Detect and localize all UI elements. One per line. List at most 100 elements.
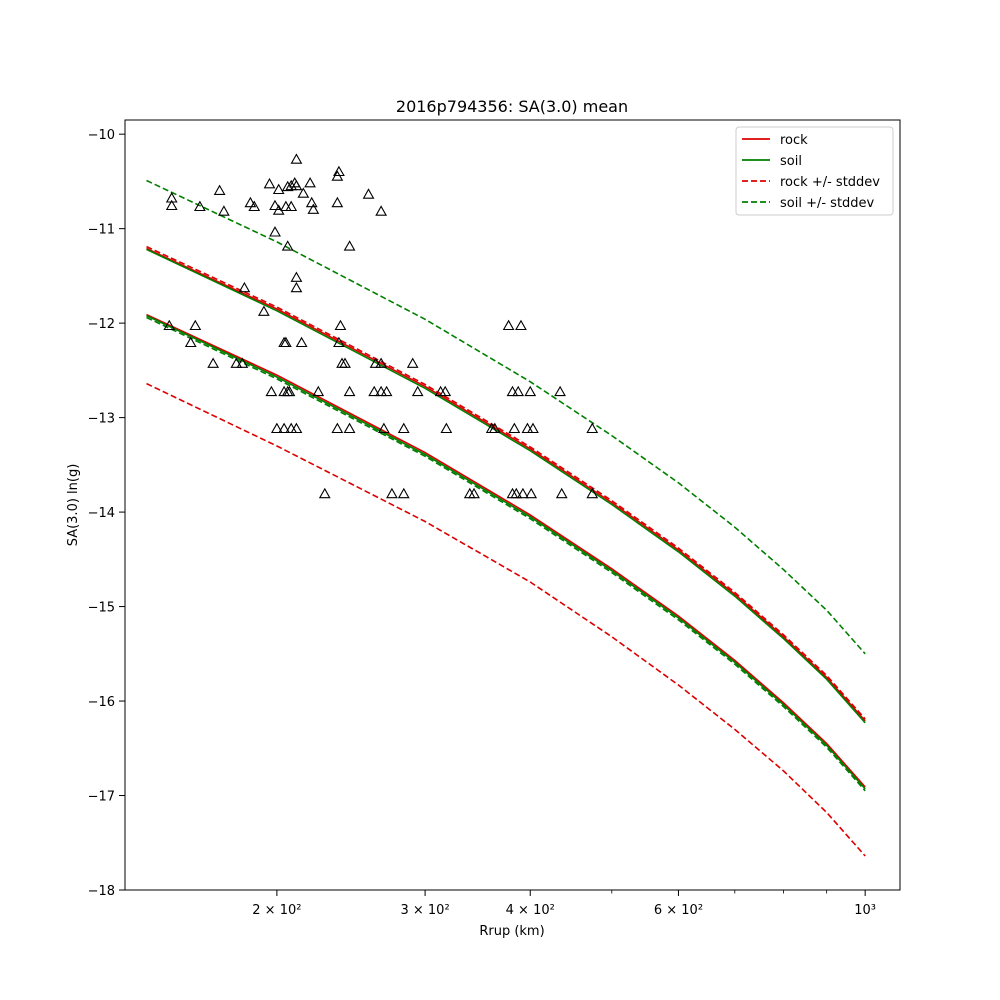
x-tick-label-4: 10³	[854, 903, 876, 918]
data-point-56	[312, 385, 325, 397]
legend: rock soil rock +/- stddev soil +/- stddev	[735, 126, 894, 216]
data-point-76	[440, 422, 453, 434]
y-tick-label-0: −18	[88, 884, 115, 899]
data-point-30	[290, 271, 303, 282]
data-point-57	[343, 385, 356, 397]
series-line-rock-1	[146, 247, 866, 722]
data-point-46	[339, 357, 351, 368]
legend-label-3: soil +/- stddev	[780, 196, 875, 211]
data-point-50	[502, 319, 515, 331]
data-point-2	[193, 200, 206, 212]
data-point-5	[244, 196, 257, 208]
data-point-28	[281, 240, 294, 251]
x-tick-label-1: 3 × 10²	[400, 903, 449, 918]
data-point-19	[304, 176, 316, 188]
data-point-44	[334, 319, 347, 331]
data-point-81	[527, 422, 539, 434]
y-tick-label-1: −17	[88, 790, 115, 805]
data-point-79	[508, 422, 521, 434]
data-point-37	[207, 357, 220, 368]
legend-box	[735, 126, 894, 216]
y-tick-label-6: −12	[88, 317, 115, 332]
series-line-soil-2	[146, 314, 866, 790]
data-point-42	[295, 336, 308, 348]
data-point-69	[278, 422, 291, 434]
data-point-4	[217, 205, 230, 216]
x-tick-label-3: 6 × 10²	[654, 903, 703, 918]
x-tick-label-0: 2 × 10²	[252, 903, 301, 918]
data-point-36	[257, 305, 270, 316]
series-line-soil-stddev-6	[146, 179, 866, 655]
data-point-84	[386, 487, 398, 499]
data-point-24	[333, 165, 345, 177]
data-point-75	[397, 422, 410, 434]
data-point-29	[343, 240, 356, 251]
data-point-16	[290, 179, 303, 191]
data-point-41	[280, 336, 292, 348]
data-point-78	[488, 422, 501, 434]
data-point-64	[506, 385, 519, 397]
y-axis-label: SA(3.0) ln(g)	[66, 464, 81, 547]
data-point-48	[375, 357, 388, 368]
x-tick-label-2: 4 × 10²	[506, 903, 555, 918]
data-point-38	[230, 357, 243, 368]
series-line-rock-stddev-5	[146, 245, 866, 720]
data-point-43	[333, 336, 345, 348]
data-point-33	[163, 319, 176, 331]
data-point-51	[515, 319, 527, 331]
legend-label-0: rock	[780, 133, 808, 148]
y-tick-label-5: −13	[88, 412, 115, 427]
data-point-66	[524, 385, 537, 397]
data-point-39	[236, 357, 249, 368]
data-point-31	[290, 281, 303, 293]
chart-title: 2016p794356: SA(3.0) mean	[396, 97, 628, 116]
data-point-7	[263, 177, 276, 189]
y-tick-label-4: −14	[88, 506, 115, 521]
data-point-68	[270, 422, 283, 434]
data-point-92	[555, 487, 568, 499]
y-tick-label-8: −10	[88, 128, 115, 143]
data-point-23	[331, 196, 344, 208]
data-point-83	[318, 487, 331, 499]
data-point-60	[380, 385, 393, 397]
data-point-14	[285, 200, 298, 212]
series-line-soil-stddev-7	[146, 316, 866, 792]
data-point-82	[586, 422, 599, 434]
data-point-52	[265, 385, 278, 397]
data-point-21	[305, 196, 318, 208]
data-point-87	[468, 487, 480, 499]
data-point-74	[377, 422, 390, 434]
data-point-35	[189, 319, 202, 331]
data-point-65	[512, 385, 525, 397]
data-point-63	[439, 385, 452, 397]
y-tick-label-7: −11	[88, 223, 115, 238]
series-line-rock-stddev-4	[146, 382, 866, 857]
x-axis: 2 × 10² 3 × 10² 4 × 10² 6 × 10² 10³	[252, 890, 876, 918]
data-point-9	[272, 183, 285, 195]
x-axis-label: Rrup (km)	[479, 924, 544, 939]
data-point-54	[281, 385, 294, 397]
data-point-3	[213, 184, 226, 195]
data-point-17	[290, 153, 303, 164]
data-point-20	[307, 203, 320, 214]
data-point-25	[362, 188, 375, 199]
data-point-49	[406, 357, 419, 368]
data-point-73	[343, 422, 356, 434]
plot-points	[163, 153, 599, 499]
plot-lines	[146, 179, 866, 857]
data-point-15	[288, 176, 301, 188]
data-point-6	[248, 200, 261, 212]
plot-frame	[124, 119, 901, 891]
y-tick-label-2: −16	[88, 695, 115, 710]
legend-label-2: rock +/- stddev	[780, 175, 880, 190]
data-point-67	[554, 385, 566, 397]
data-point-40	[278, 336, 291, 348]
data-point-90	[516, 487, 529, 499]
data-point-93	[586, 487, 599, 499]
data-point-26	[375, 205, 388, 216]
data-point-61	[411, 385, 424, 397]
y-axis: −18 −17 −16 −15 −14 −13 −12 −11 −10	[88, 128, 125, 899]
data-point-1	[165, 199, 178, 211]
data-point-91	[525, 487, 538, 499]
data-point-71	[290, 422, 303, 434]
